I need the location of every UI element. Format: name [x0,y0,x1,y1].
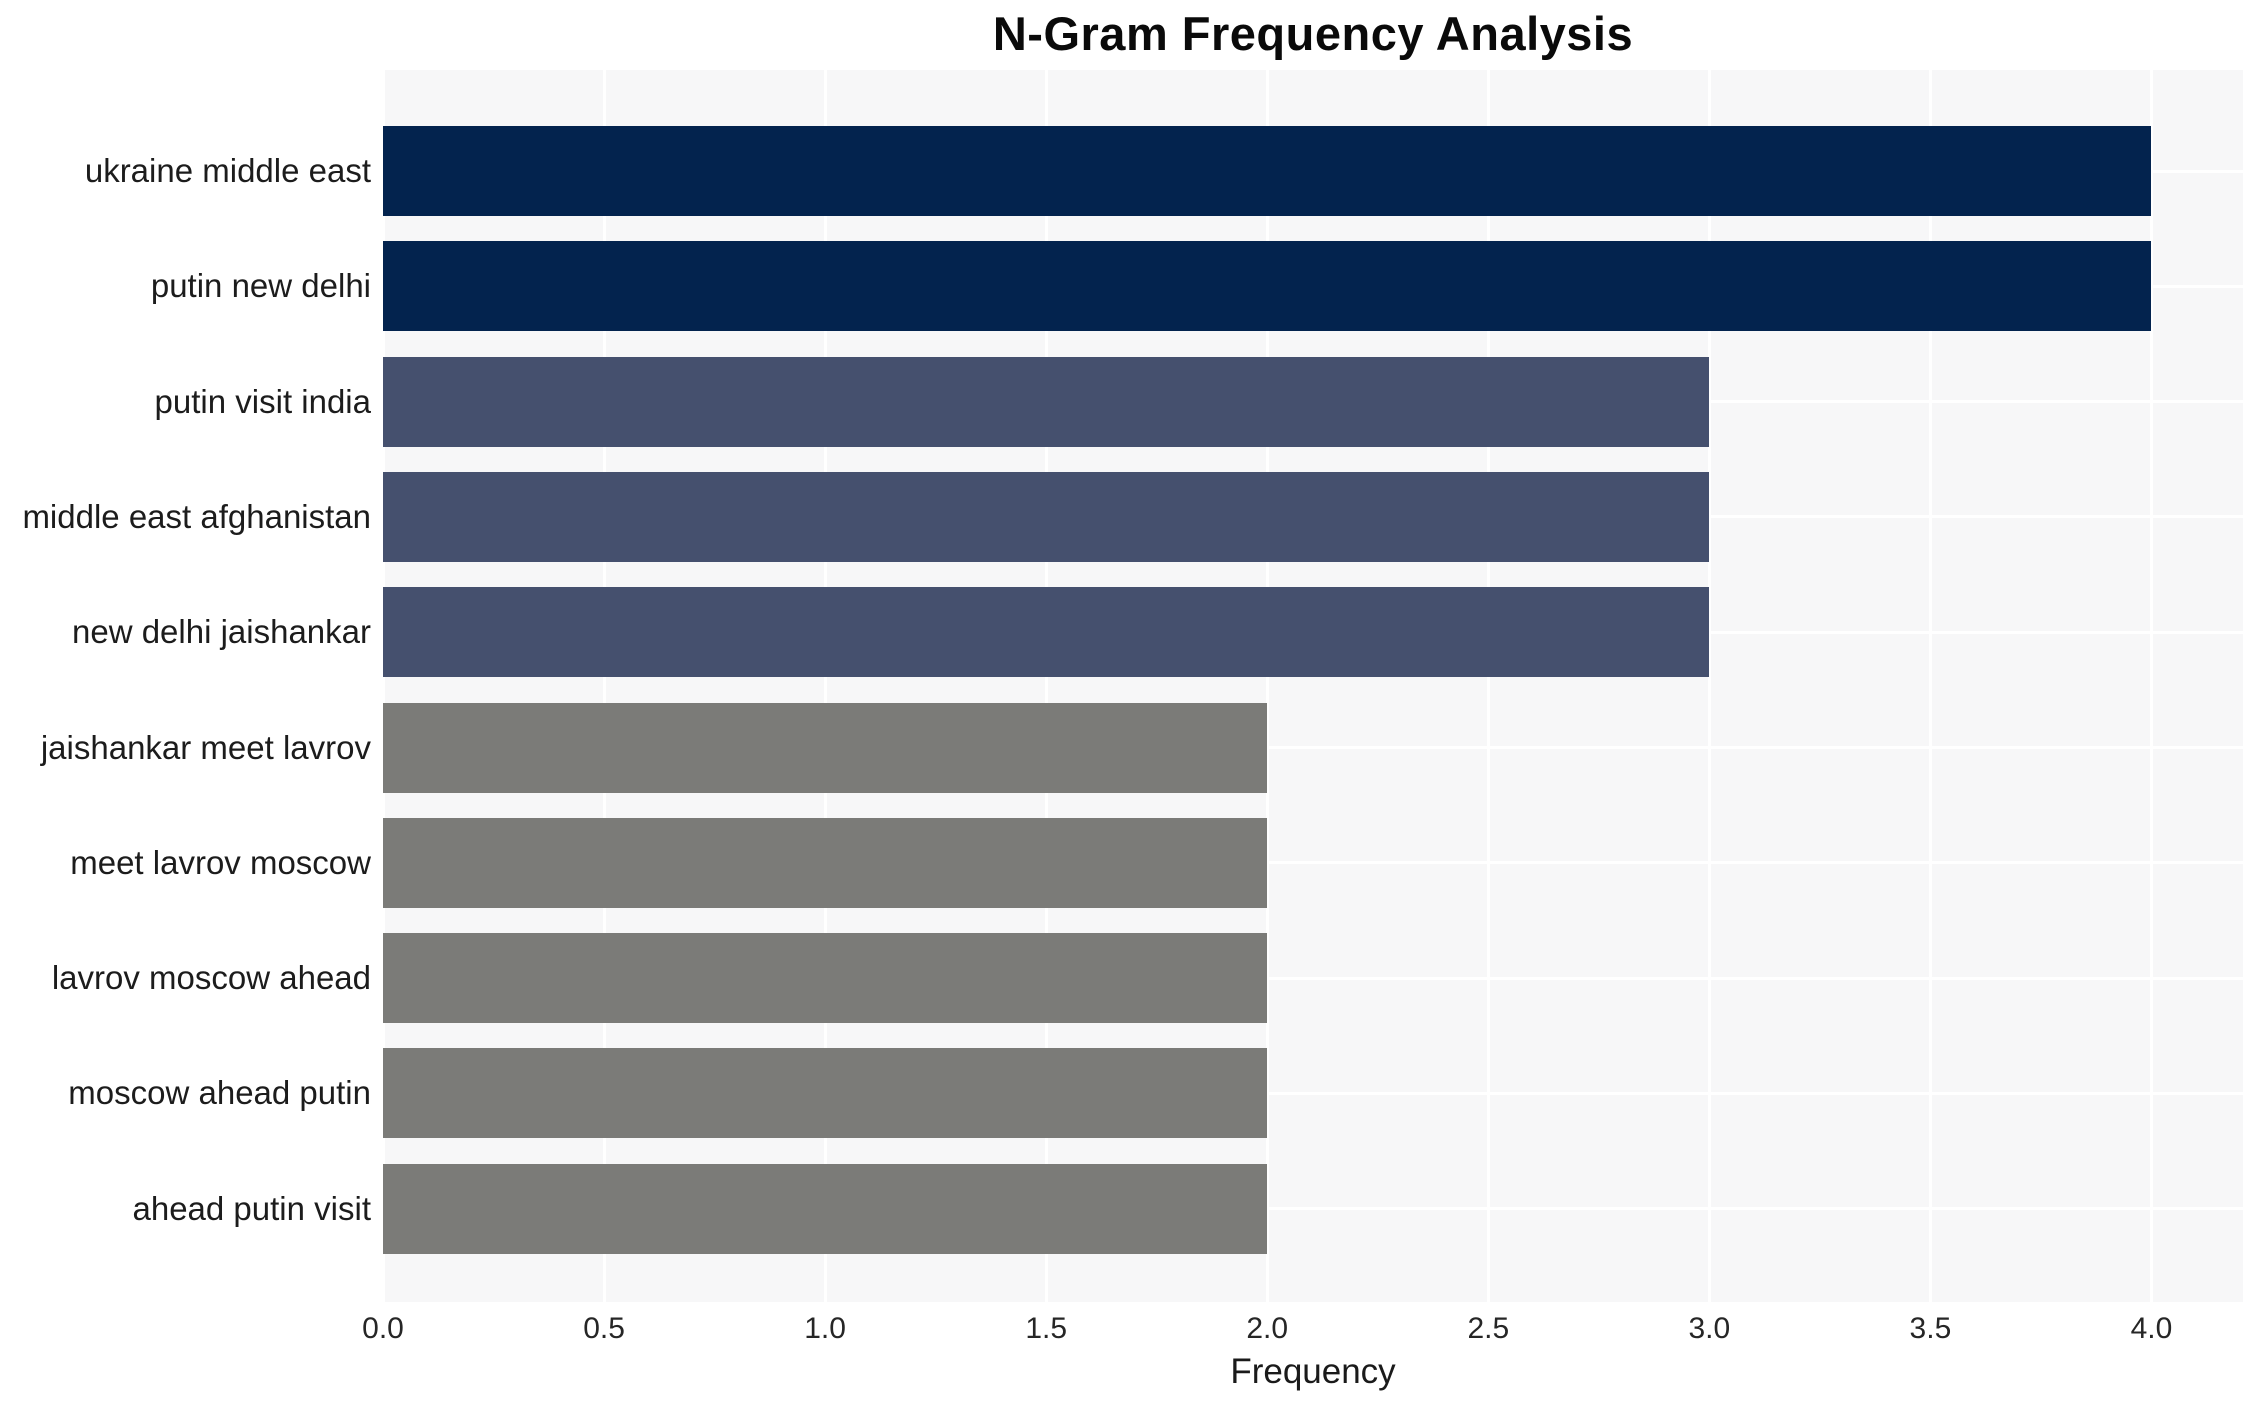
x-tick-label: 0.0 [362,1312,404,1345]
bar-putin-visit-india [383,356,1710,447]
gridline-vertical [1707,70,1711,1302]
x-axis-label: Frequency [1230,1352,1396,1391]
gridline-vertical [1928,70,1932,1302]
x-tick-label: 2.0 [1246,1312,1289,1345]
bar-ahead-putin-visit [383,1163,1268,1254]
x-tick-label: 3.0 [1688,1312,1731,1345]
y-tick-label: middle east afghanistan [22,497,371,535]
bar-new-delhi-jaishankar [383,587,1710,678]
x-tick-label: 1.5 [1025,1312,1068,1345]
bar-moscow-ahead-putin [383,1048,1268,1139]
gridline-vertical [823,70,827,1302]
y-tick-label: jaishankar meet lavrov [40,728,371,766]
bar-lavrov-moscow-ahead [383,933,1268,1024]
gridline-vertical [1044,70,1048,1302]
bar-jaishankar-meet-lavrov [383,702,1268,793]
x-tick-label: 2.5 [1467,1312,1510,1345]
x-tick-label: 0.5 [583,1312,625,1345]
gridline-horizontal [383,1091,2243,1095]
y-tick-label: putin new delhi [150,267,371,305]
y-tick-label: ahead putin visit [132,1189,372,1227]
gridline-vertical [381,70,385,1302]
gridline-vertical [602,70,606,1302]
y-tick-label: putin visit india [154,382,371,420]
gridline-horizontal [383,746,2243,749]
y-tick-label: meet lavrov moscow [70,843,371,881]
y-tick-label: moscow ahead putin [68,1074,371,1112]
gridline-horizontal [383,861,2243,865]
y-tick-label: lavrov moscow ahead [51,959,371,997]
chart-title: N-Gram Frequency Analysis [992,7,1634,60]
bar-middle-east-afghanistan [383,471,1710,562]
gridline-horizontal [383,1207,2243,1211]
y-tick-label: new delhi jaishankar [71,613,371,651]
x-tick-label: 4.0 [2130,1312,2173,1345]
bar-putin-new-delhi [383,241,2152,332]
bar-meet-lavrov-moscow [383,817,1268,908]
x-tick-label: 1.0 [804,1312,846,1345]
y-tick-label: ukraine middle east [84,152,371,189]
gridline-horizontal [383,976,2243,980]
gridline-vertical [1265,70,1269,1302]
plot-area [381,70,2243,1302]
bar-ukraine-middle-east [383,126,2152,216]
gridline-vertical [2149,70,2153,1302]
gridline-vertical [1486,70,1490,1302]
x-tick-label: 3.5 [1909,1312,1952,1345]
